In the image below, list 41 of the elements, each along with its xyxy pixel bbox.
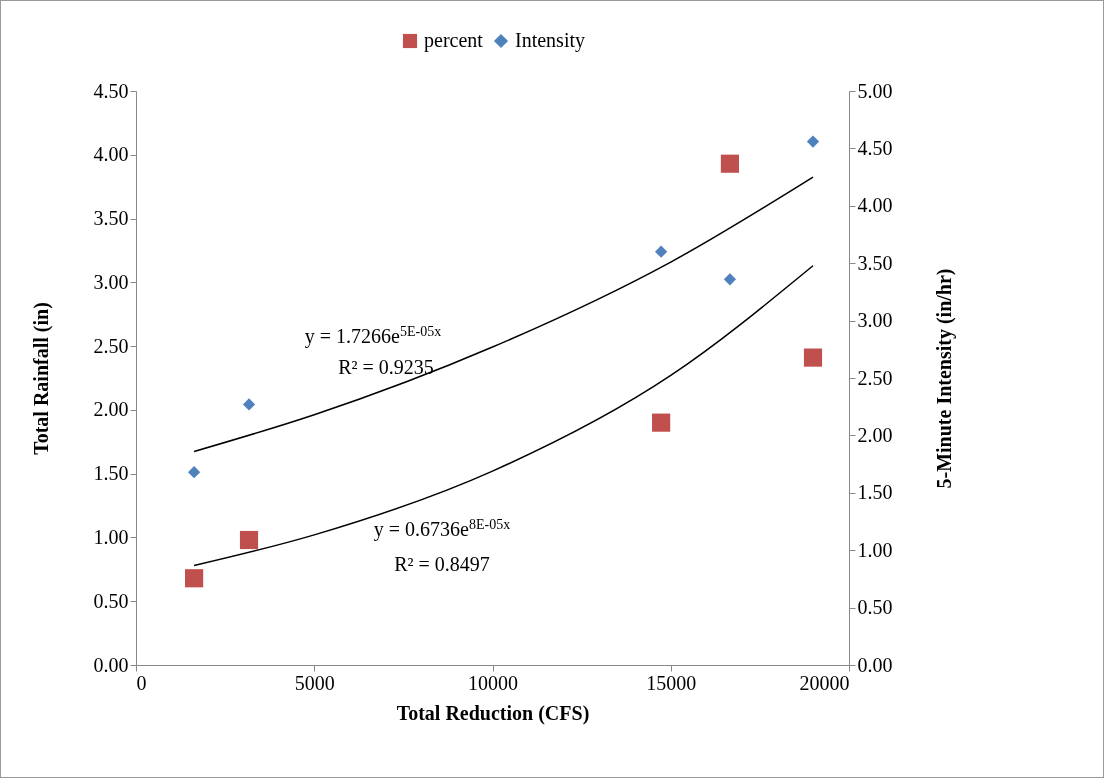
y-tick-label: 4.50 <box>93 79 129 102</box>
y2-tick-label: 3.50 <box>857 251 893 274</box>
y2-tick-label: 0.00 <box>857 653 893 676</box>
y-tick-label: 2.50 <box>93 334 129 357</box>
y-tick-label: 0.00 <box>93 653 129 676</box>
y2-tick-label: 1.50 <box>857 481 893 504</box>
y2-tick-label: 0.50 <box>857 596 893 619</box>
legend-label: percent <box>424 29 484 52</box>
y-tick-label: 3.50 <box>93 207 129 230</box>
y-tick-label: 3.00 <box>93 270 129 293</box>
x-tick-label: 0 <box>136 671 147 694</box>
annotation: R² = 0.8497 <box>394 552 490 576</box>
point <box>652 413 671 432</box>
y-tick-label: 1.00 <box>93 525 129 548</box>
x-tick-label: 10000 <box>468 671 518 694</box>
y-tick-label: 1.50 <box>93 462 129 485</box>
y2-tick-label: 5.00 <box>857 79 893 102</box>
line-series <box>193 176 814 453</box>
annotation: y = 0.6736e$^{8E-05x}$ <box>373 516 511 542</box>
point <box>185 569 204 588</box>
legend-label: Intensity <box>515 29 585 52</box>
point <box>239 530 259 550</box>
annotation: R² = 0.9235 <box>338 355 434 379</box>
y2-tick-label: 4.00 <box>857 194 893 217</box>
annotation: y = 1.7266e$^{5E-05x}$ <box>304 323 442 349</box>
y2-axis-title: 5-Minute Intensity (in/hr) <box>932 268 956 489</box>
y2-tick-label: 1.00 <box>857 538 893 561</box>
y2-tick-label: 2.00 <box>857 423 893 446</box>
x-tick-label: 15000 <box>646 671 697 694</box>
y-axis-title: Total Rainfall (in) <box>29 302 53 455</box>
y2-tick-label: 2.50 <box>857 366 893 389</box>
x-axis-title: Total Reduction (CFS) <box>396 701 590 725</box>
y-tick-label: 4.00 <box>93 143 129 166</box>
x-tick-label: 20000 <box>799 671 850 694</box>
y2-tick-label: 4.50 <box>857 136 893 159</box>
y2-tick-label: 3.00 <box>857 309 893 332</box>
point <box>720 154 740 173</box>
y-tick-label: 2.00 <box>93 398 129 421</box>
x-tick-label: 5000 <box>294 671 335 694</box>
point <box>803 348 823 367</box>
y-tick-label: 0.50 <box>93 589 129 612</box>
